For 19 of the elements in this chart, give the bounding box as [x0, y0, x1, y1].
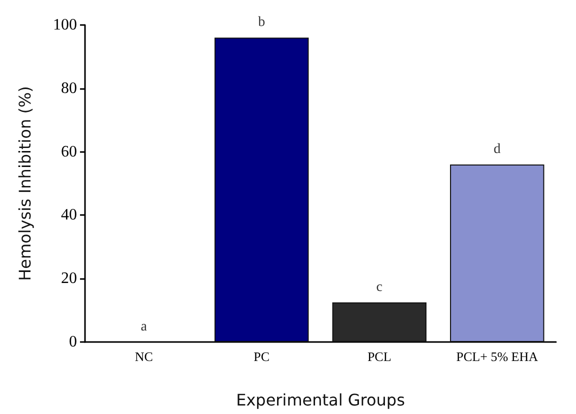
annotation: a: [140, 320, 148, 334]
annotation: c: [376, 280, 382, 295]
bar: [450, 164, 544, 342]
x-axis-title: Experimental Groups: [236, 390, 405, 410]
y-tick-label: 100: [53, 16, 77, 34]
y-tick-label: 60: [61, 143, 77, 160]
x-tick-label: PCL: [367, 349, 392, 364]
y-tick-label: 80: [61, 80, 77, 97]
bar: [214, 38, 309, 342]
annotation: b: [258, 15, 266, 30]
bar: [332, 302, 426, 342]
y-tick-label: 0: [69, 334, 77, 350]
y-axis-title: Hemolysis Inhibition (%): [16, 86, 34, 281]
x-tick-label: PC: [254, 349, 270, 364]
x-tick-label: PCL+ 5% EHA: [456, 349, 539, 364]
y-tick-label: 40: [61, 206, 77, 224]
annotation: d: [494, 142, 501, 157]
x-tick-label: NC: [134, 349, 153, 364]
y-tick-label: 20: [61, 270, 77, 288]
